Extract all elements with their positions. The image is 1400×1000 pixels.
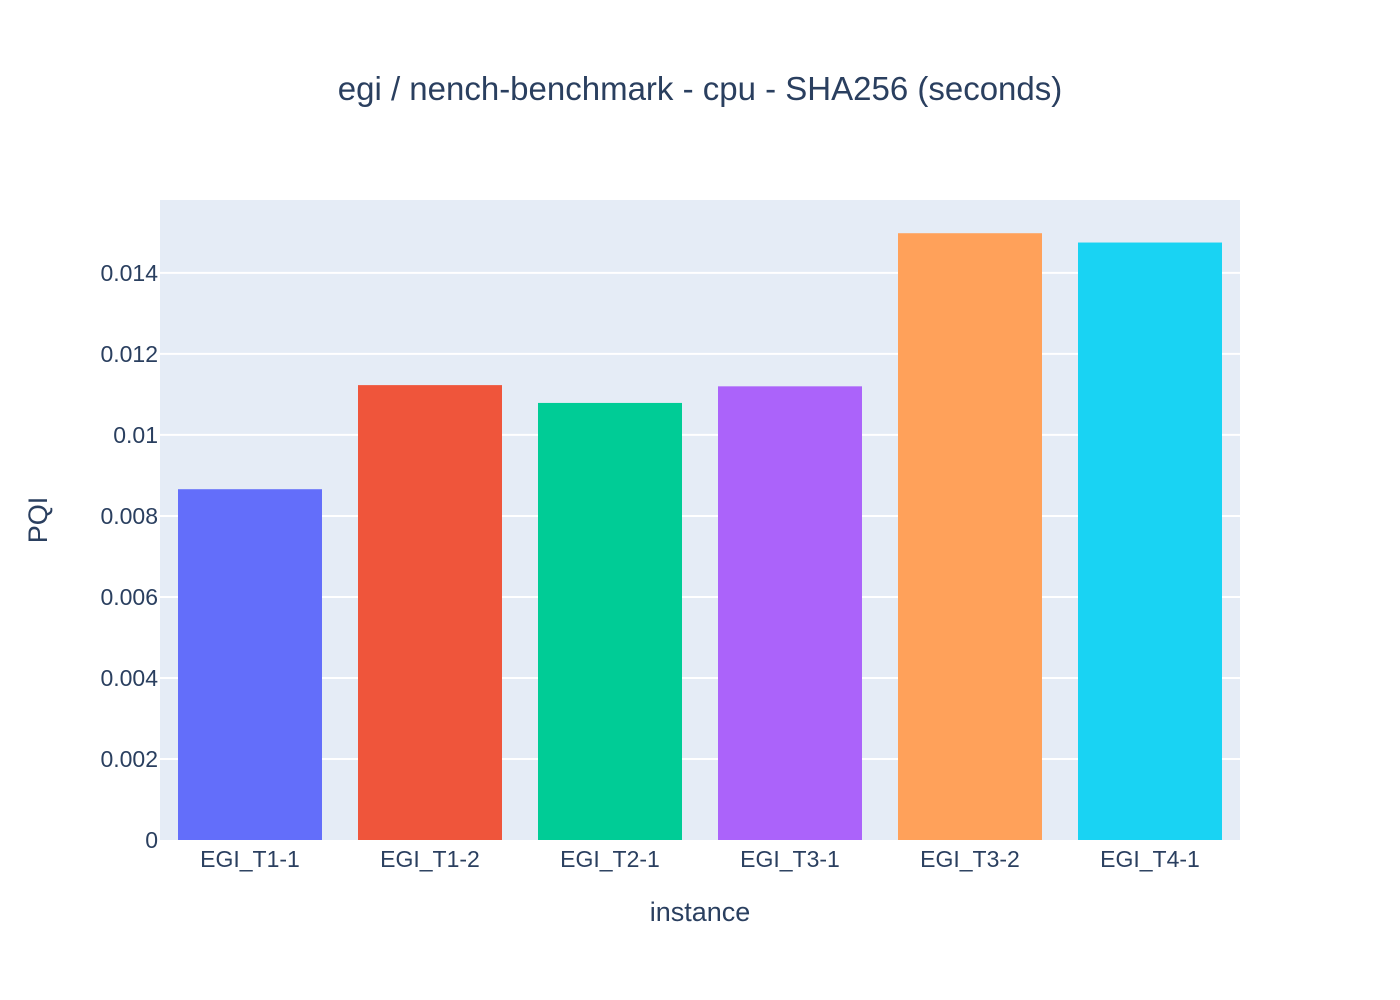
y-tick-label: 0.008	[100, 503, 158, 529]
plot-area	[160, 200, 1240, 840]
x-tick-label: EGI_T1-2	[380, 846, 480, 872]
bar	[178, 489, 322, 840]
y-tick-label: 0.014	[100, 260, 158, 286]
x-tick-label: EGI_T3-1	[740, 846, 840, 872]
bar	[538, 402, 682, 840]
x-tick-label: EGI_T2-1	[560, 846, 660, 872]
bars	[178, 233, 1222, 841]
y-tick-label: 0.002	[100, 746, 158, 772]
bar	[718, 386, 862, 840]
y-axis-title: PQI	[23, 497, 53, 544]
x-tick-label: EGI_T1-1	[200, 846, 300, 872]
y-tick-label: 0.01	[113, 422, 158, 448]
x-tick-label: EGI_T3-2	[920, 846, 1020, 872]
y-axis-ticks: 0 0.002 0.004 0.006 0.008 0.01 0.012 0.014	[100, 260, 158, 853]
gridlines	[160, 271, 1240, 760]
y-tick-label: 0	[145, 827, 158, 853]
x-axis-ticks: EGI_T1-1 EGI_T1-2 EGI_T2-1 EGI_T3-1 EGI_T3-2…	[200, 846, 1200, 872]
bar	[1078, 242, 1222, 841]
y-tick-label: 0.012	[100, 341, 158, 367]
y-tick-label: 0.006	[100, 584, 158, 610]
bar	[358, 385, 502, 840]
x-tick-label: EGI_T4-1	[1100, 846, 1200, 872]
bar	[898, 233, 1042, 840]
chart-title: egi / nench-benchmark - cpu - SHA256 (se…	[338, 70, 1063, 107]
y-tick-label: 0.004	[100, 665, 158, 691]
x-axis-title: instance	[650, 897, 751, 927]
